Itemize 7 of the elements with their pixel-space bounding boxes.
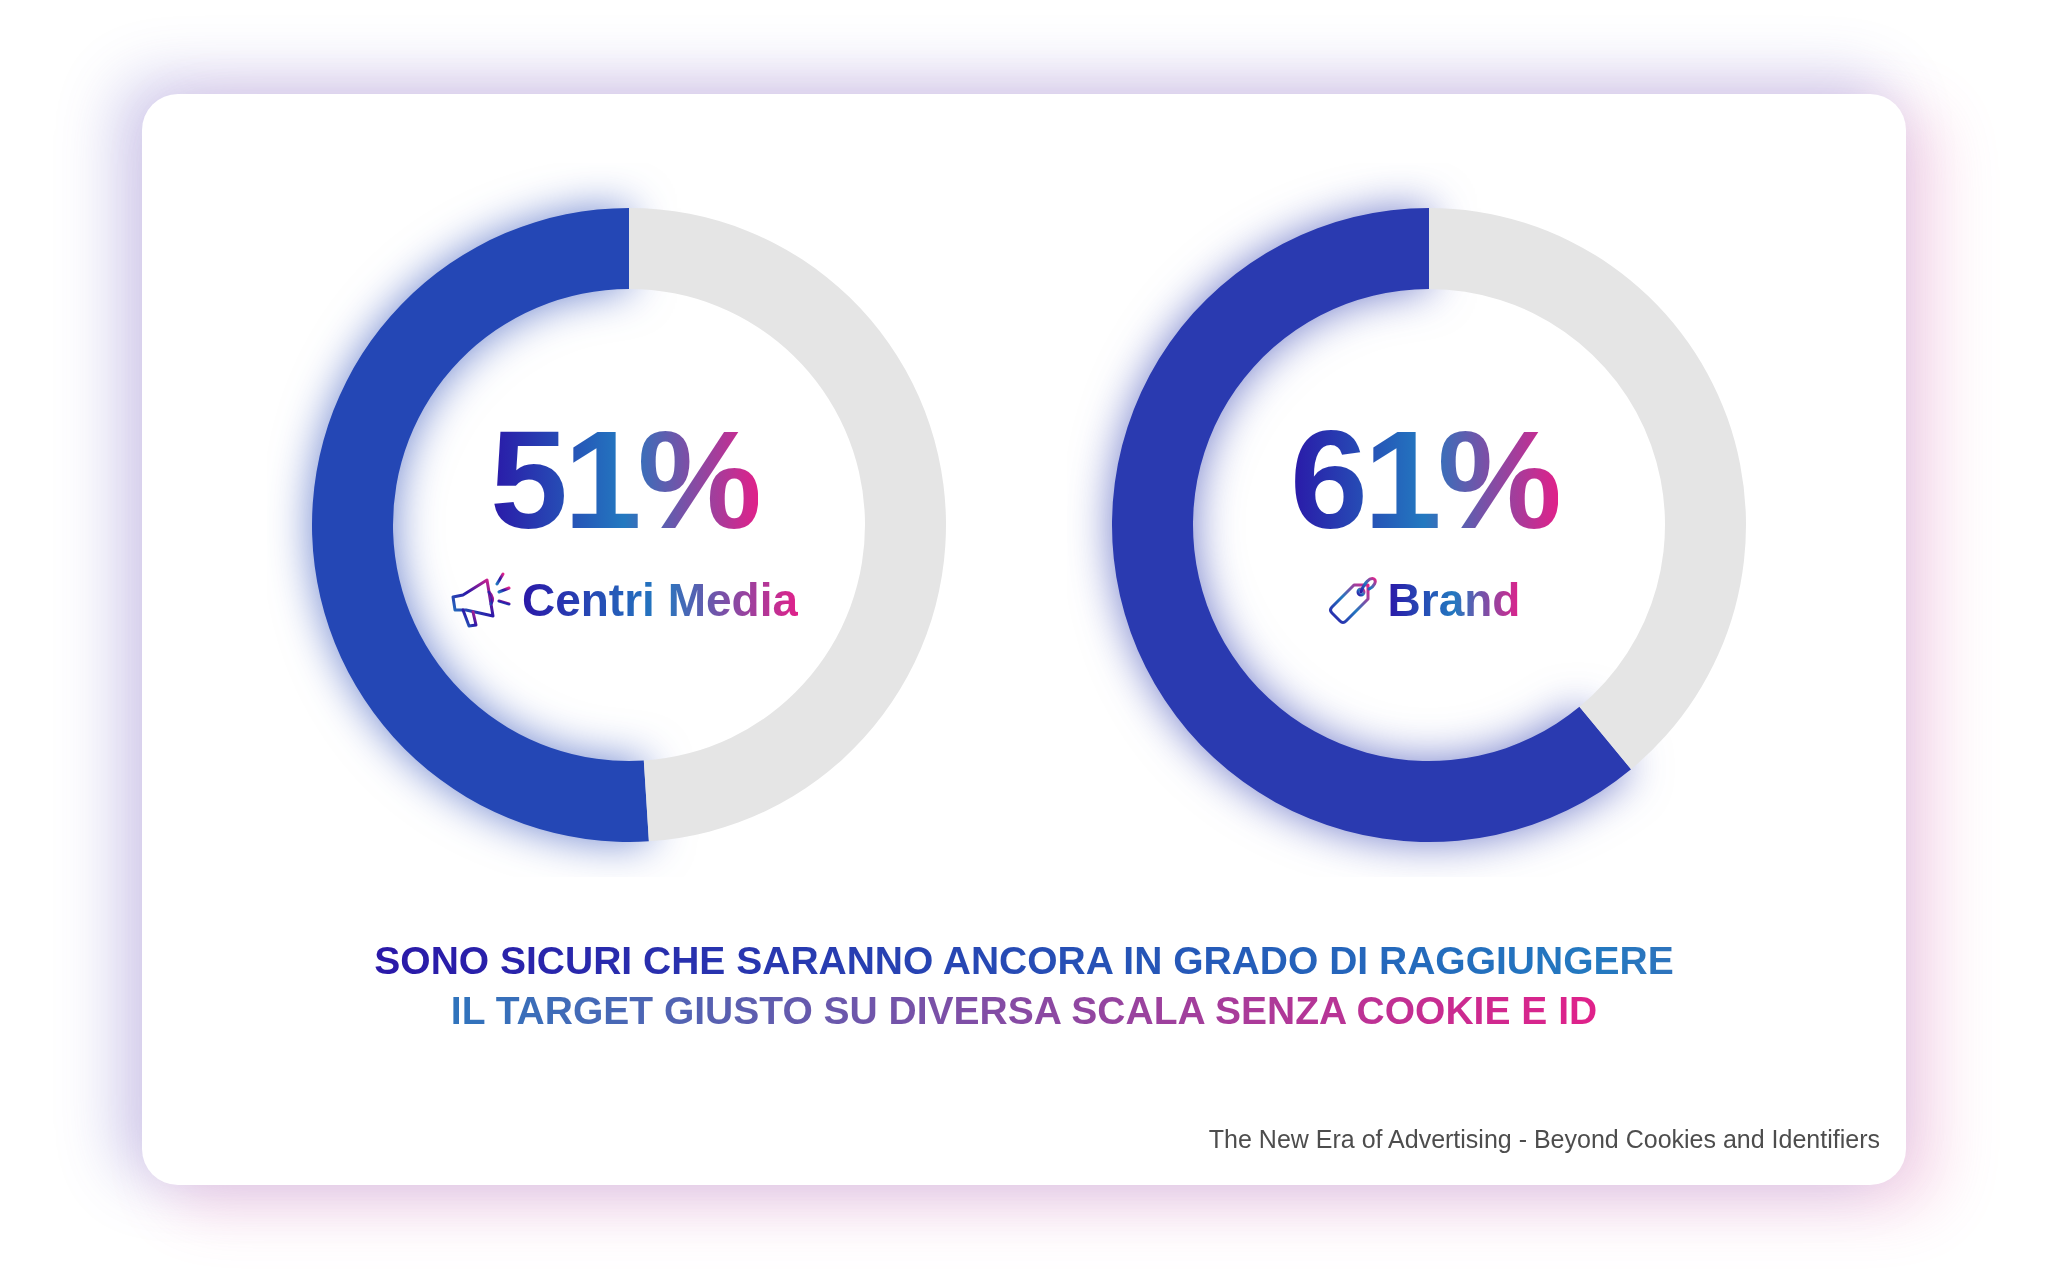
- data-label: 61%: [1289, 401, 1559, 558]
- donut-slice: [1112, 208, 1632, 842]
- text: Centri Media: [521, 574, 799, 626]
- text: SONO SICURI CHE SARANNO ANCORA IN GRADO DI RAGGIUNGERE IL TARGET GIUSTO SU DIVERSA SCALA SENZA COOKIE E ID: [374, 939, 1674, 1032]
- text: The New Era of Advertising - Beyond Cookies and Identifiers: [1208, 1124, 1880, 1154]
- data-label: 51%: [489, 401, 759, 558]
- text: Brand: [1387, 574, 1521, 626]
